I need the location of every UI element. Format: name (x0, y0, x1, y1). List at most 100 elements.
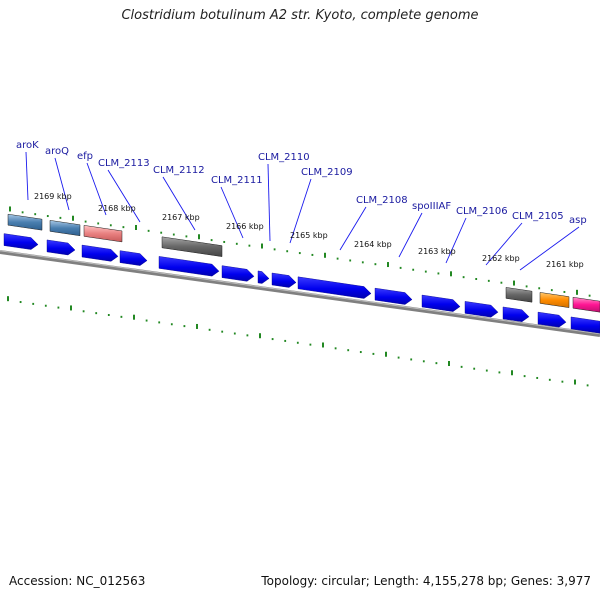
kbp-label: 2163 kbp (418, 247, 456, 256)
gene-label-clm-2109: CLM_2109 (301, 167, 353, 178)
gene-label-efp: efp (77, 151, 93, 162)
tick-minor (550, 289, 553, 292)
tick-minor (548, 378, 551, 381)
cds-arrow-10 (374, 287, 413, 305)
tick-minor (284, 339, 287, 342)
tick-minor (361, 261, 364, 264)
genome-summary-text: Topology: circular; Length: 4,155,278 bp… (261, 574, 591, 588)
cds-arrow-2 (46, 239, 76, 256)
genome-backbone (0, 250, 600, 337)
gene-label-asp-line (519, 226, 580, 271)
track-feature-clm-2112 (161, 236, 223, 257)
tick-minor (473, 367, 476, 370)
gene-label-clm-2106-line (445, 217, 467, 264)
tick-major (70, 305, 72, 311)
tick-minor (475, 278, 478, 281)
tick-minor (462, 276, 465, 279)
tick-major (511, 370, 513, 376)
gene-label-spoiiiaf-line (398, 212, 423, 258)
cds-track (3, 233, 600, 334)
kbp-label: 2161 kbp (546, 260, 584, 269)
tick-minor (563, 290, 566, 293)
cds-arrow-4 (119, 250, 148, 266)
tick-minor (437, 272, 440, 275)
cds-arrow-5 (158, 256, 220, 277)
tick-minor (109, 224, 112, 227)
tick-minor (84, 220, 87, 223)
tick-minor (221, 330, 224, 333)
gene-label-clm-2108: CLM_2108 (356, 195, 408, 206)
gene-label-clm-2112-line (162, 176, 196, 231)
tick-minor (246, 334, 249, 337)
cds-arrow-12 (464, 301, 499, 318)
gene-label-clm-2105-line (485, 222, 523, 266)
cds-arrow-1 (3, 233, 39, 250)
tick-minor (21, 211, 24, 214)
tick-minor (57, 306, 60, 309)
tick-major (574, 379, 576, 385)
tick-minor (273, 248, 276, 251)
tick-minor (183, 325, 186, 328)
gene-label-arok-line (25, 151, 29, 201)
tick-major (387, 262, 389, 268)
feature-track (7, 213, 600, 313)
track-feature-arok (7, 213, 43, 231)
tick-minor (223, 240, 226, 243)
tick-minor (271, 338, 274, 341)
tick-major (324, 252, 326, 258)
gene-label-clm-2110: CLM_2110 (258, 152, 310, 163)
backbone-line (0, 250, 600, 337)
tick-minor (309, 343, 312, 346)
tick-major (135, 224, 137, 230)
tick-minor (172, 233, 175, 236)
track-feature-aroq (49, 220, 81, 237)
cds-arrow-3 (81, 244, 119, 262)
tick-major (259, 333, 261, 339)
tick-minor (561, 380, 564, 383)
tick-minor (412, 268, 415, 271)
tick-major (72, 215, 74, 221)
tick-minor (296, 341, 299, 344)
tick-major (133, 314, 135, 320)
tick-major (7, 296, 9, 302)
kbp-label: 2162 kbp (482, 254, 520, 263)
tick-marks (7, 206, 591, 387)
cds-arrow-9 (297, 276, 372, 299)
tick-minor (410, 358, 413, 361)
tick-minor (435, 362, 438, 365)
tick-minor (536, 376, 539, 379)
tick-major (196, 323, 198, 329)
label-leader-lines (25, 151, 580, 271)
cds-arrow-8 (271, 272, 297, 288)
tick-minor (34, 213, 37, 216)
tick-minor (372, 352, 375, 355)
kbp-label: 2166 kbp (226, 222, 264, 231)
tick-minor (586, 384, 589, 387)
gene-label-clm-2113-line (107, 169, 141, 223)
gene-label-aroq-line (54, 157, 70, 211)
kbp-label: 2169 kbp (34, 192, 72, 201)
tick-major (448, 361, 450, 367)
tick-minor (460, 365, 463, 368)
tick-minor (349, 259, 352, 262)
kbp-label: 2168 kbp (98, 204, 136, 213)
gene-label-clm-2108-line (339, 206, 367, 251)
tick-minor (147, 229, 150, 232)
cds-arrow-6 (221, 265, 255, 282)
tick-minor (311, 253, 314, 256)
gene-label-clm-2105: CLM_2105 (512, 211, 564, 222)
gene-label-clm-2112: CLM_2112 (153, 165, 205, 176)
tick-minor (44, 304, 47, 307)
backbone-highlight (0, 250, 600, 335)
tick-minor (424, 270, 427, 273)
cds-arrow-7 (257, 270, 270, 284)
gene-label-clm-2113: CLM_2113 (98, 158, 150, 169)
tick-minor (588, 294, 591, 297)
tick-minor (158, 321, 161, 324)
gene-label-asp: asp (569, 215, 587, 226)
tick-minor (19, 301, 22, 304)
track-feature-clm-2105 (505, 287, 533, 303)
tick-minor (525, 285, 528, 288)
